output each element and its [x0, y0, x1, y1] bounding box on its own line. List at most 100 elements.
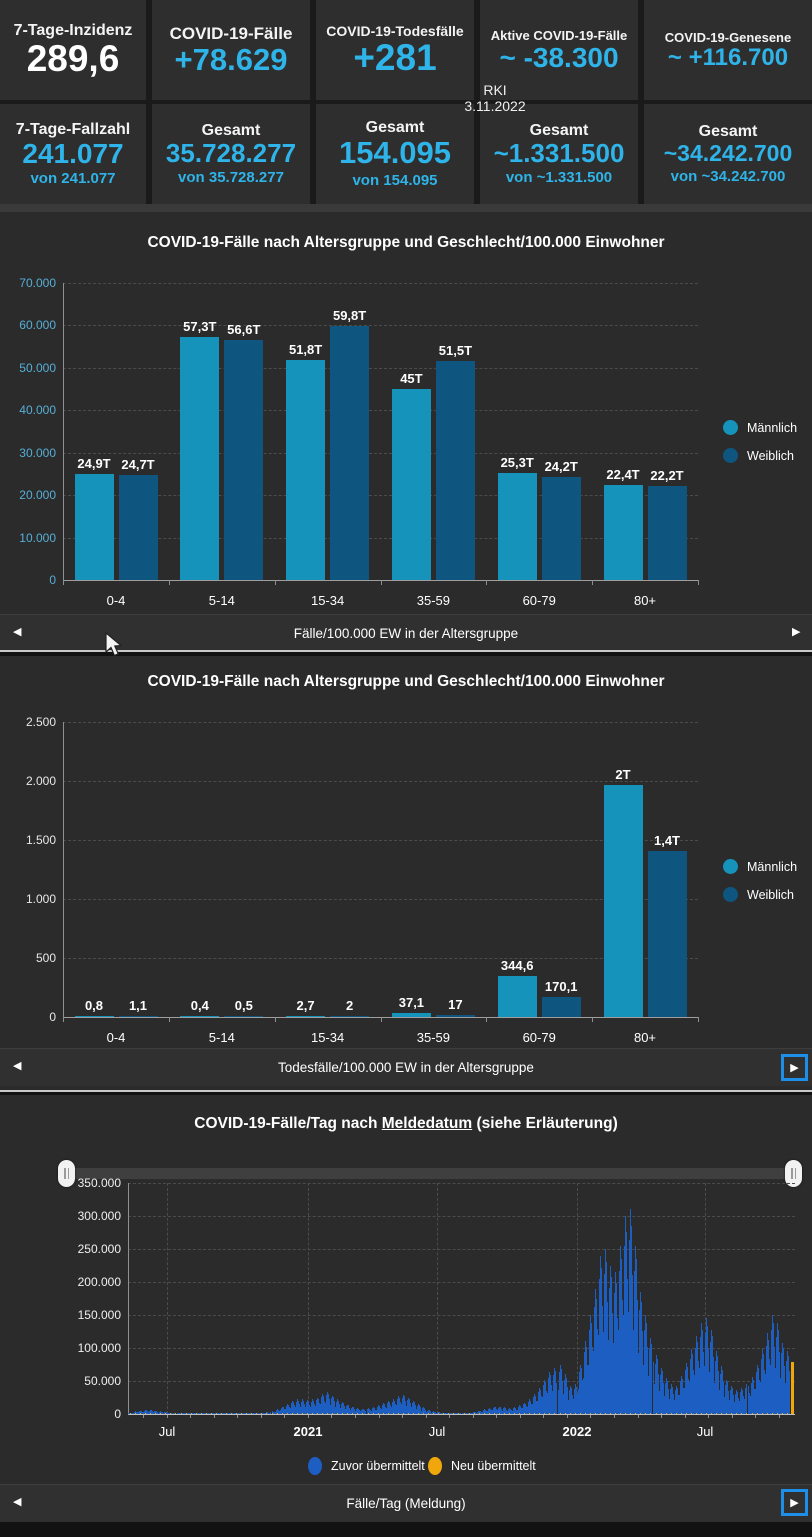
meldedatum-link[interactable]: Meldedatum [381, 1115, 473, 1132]
daily-bar[interactable] [372, 1407, 374, 1414]
daily-bar[interactable] [502, 1408, 504, 1414]
daily-bar[interactable] [451, 1413, 453, 1414]
daily-bar[interactable] [140, 1410, 142, 1414]
daily-bar[interactable] [450, 1413, 452, 1414]
daily-bar[interactable] [162, 1412, 164, 1414]
card-aktive-gesamt[interactable]: Gesamt ~1.331.500 von ~1.331.500 [480, 104, 638, 204]
daily-bar[interactable] [756, 1364, 758, 1414]
daily-bar[interactable] [204, 1413, 206, 1414]
bar-weiblich-35-59[interactable] [435, 361, 475, 580]
daily-bar[interactable] [328, 1393, 330, 1414]
daily-bar[interactable] [370, 1410, 372, 1414]
daily-bar[interactable] [511, 1409, 513, 1414]
daily-bar[interactable] [303, 1404, 305, 1414]
daily-bar[interactable] [567, 1400, 569, 1414]
daily-bar[interactable] [538, 1391, 540, 1414]
daily-bar[interactable] [274, 1411, 276, 1414]
daily-bar[interactable] [669, 1388, 671, 1414]
daily-bar[interactable] [693, 1375, 695, 1414]
daily-bar[interactable] [161, 1411, 163, 1414]
daily-bar[interactable] [611, 1277, 613, 1414]
daily-bar[interactable] [521, 1408, 523, 1414]
daily-bar[interactable] [772, 1322, 774, 1414]
bar-weiblich-0-4[interactable] [118, 475, 158, 580]
daily-bar[interactable] [675, 1386, 677, 1414]
daily-bar[interactable] [418, 1404, 420, 1414]
daily-bar[interactable] [349, 1407, 351, 1414]
daily-bar[interactable] [634, 1270, 636, 1414]
daily-bar[interactable] [718, 1371, 720, 1414]
daily-bar[interactable] [146, 1410, 148, 1414]
daily-bar[interactable] [338, 1400, 340, 1414]
daily-bar[interactable] [612, 1313, 614, 1414]
daily-bar[interactable] [247, 1413, 249, 1414]
daily-bar[interactable] [243, 1413, 245, 1414]
daily-bar[interactable] [310, 1401, 312, 1414]
daily-bar[interactable] [375, 1409, 377, 1414]
daily-bar[interactable] [169, 1412, 171, 1414]
daily-bar[interactable] [601, 1306, 603, 1414]
daily-bar[interactable] [708, 1348, 710, 1414]
daily-bar[interactable] [598, 1279, 600, 1414]
daily-bar[interactable] [520, 1406, 522, 1414]
daily-bar[interactable] [481, 1411, 483, 1414]
daily-bar[interactable] [757, 1368, 759, 1414]
daily-bar[interactable] [563, 1380, 565, 1414]
daily-bar[interactable] [361, 1409, 363, 1414]
daily-bar[interactable] [202, 1413, 204, 1414]
daily-bar[interactable] [559, 1365, 561, 1414]
daily-bar[interactable] [357, 1408, 359, 1414]
daily-bar[interactable] [440, 1412, 442, 1414]
daily-bar[interactable] [279, 1410, 281, 1414]
daily-bar[interactable] [493, 1406, 495, 1414]
daily-bar[interactable] [739, 1400, 741, 1414]
daily-bar[interactable] [725, 1384, 727, 1414]
daily-bar[interactable] [217, 1413, 219, 1414]
daily-bar[interactable] [736, 1390, 738, 1414]
daily-bar[interactable] [734, 1402, 736, 1414]
daily-bar[interactable] [219, 1413, 221, 1414]
daily-bar[interactable] [496, 1410, 498, 1414]
bar-weiblich-0-4[interactable] [118, 1015, 158, 1017]
daily-bar[interactable] [570, 1388, 572, 1414]
chart3-legend-neu[interactable]: Neu übermittelt [428, 1457, 536, 1475]
daily-bar[interactable] [348, 1405, 350, 1414]
daily-bar[interactable] [237, 1413, 239, 1414]
daily-bar[interactable] [562, 1394, 564, 1414]
daily-bar[interactable] [442, 1413, 444, 1414]
daily-bar[interactable] [499, 1407, 501, 1414]
daily-bar[interactable] [617, 1317, 619, 1414]
bar-maennlich-15-34[interactable] [286, 1015, 326, 1017]
daily-bar[interactable] [688, 1381, 690, 1414]
daily-bar[interactable] [143, 1412, 145, 1414]
daily-bar[interactable] [488, 1408, 490, 1414]
daily-bar[interactable] [397, 1396, 399, 1414]
daily-bar[interactable] [642, 1330, 644, 1414]
daily-bar[interactable] [218, 1413, 220, 1414]
daily-bar[interactable] [498, 1406, 500, 1414]
daily-bar[interactable] [245, 1413, 247, 1414]
daily-bar[interactable] [363, 1409, 365, 1414]
daily-bar[interactable] [778, 1352, 780, 1414]
daily-bar[interactable] [321, 1397, 323, 1414]
daily-bar[interactable] [354, 1409, 356, 1414]
daily-bar[interactable] [176, 1413, 178, 1414]
daily-bar[interactable] [743, 1396, 745, 1414]
daily-bar[interactable] [766, 1333, 768, 1414]
daily-bar[interactable] [228, 1413, 230, 1414]
daily-bar[interactable] [489, 1408, 491, 1414]
daily-bar[interactable] [434, 1411, 436, 1414]
daily-bar[interactable] [770, 1329, 772, 1414]
daily-bar[interactable] [628, 1311, 630, 1414]
daily-bar[interactable] [208, 1413, 210, 1414]
daily-bar[interactable] [187, 1413, 189, 1414]
daily-bar[interactable] [535, 1395, 537, 1414]
daily-bar[interactable] [455, 1413, 457, 1414]
daily-bar[interactable] [260, 1412, 262, 1414]
daily-bar[interactable] [784, 1382, 786, 1414]
chart2-legend-maennlich[interactable]: Männlich [723, 859, 797, 874]
daily-bar[interactable] [428, 1410, 430, 1414]
daily-bar[interactable] [586, 1364, 588, 1414]
daily-bar[interactable] [767, 1339, 769, 1414]
daily-bar[interactable] [754, 1389, 756, 1414]
